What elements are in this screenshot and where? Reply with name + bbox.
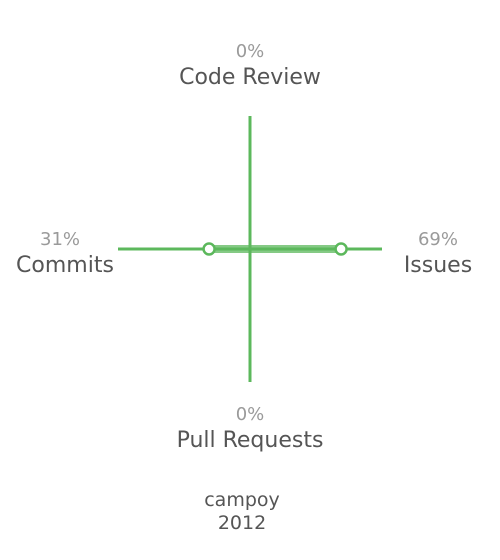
code-review-axis-label: Code Review [179, 65, 321, 90]
commits-value-point [202, 242, 216, 256]
issues-value-point [334, 242, 348, 256]
code-review-label-group: 0% Code Review [179, 43, 321, 89]
commits-axis-label: Commits [16, 253, 114, 278]
pull-requests-percent: 0% [235, 404, 265, 425]
footer-caption: campoy 2012 [204, 491, 280, 533]
issues-percent: 69% [417, 229, 458, 250]
commits-percent: 31% [40, 229, 81, 250]
pull-requests-axis-label: Pull Requests [176, 428, 324, 453]
commits-label-group: 31% Commits [10, 231, 120, 277]
footer-user: campoy [204, 489, 280, 511]
code-review-percent: 0% [235, 41, 265, 62]
issues-label-group: 69% Issues [390, 231, 486, 277]
pull-requests-label-group: 0% Pull Requests [177, 406, 324, 452]
footer-year: 2012 [217, 512, 267, 534]
issues-axis-label: Issues [403, 253, 473, 278]
